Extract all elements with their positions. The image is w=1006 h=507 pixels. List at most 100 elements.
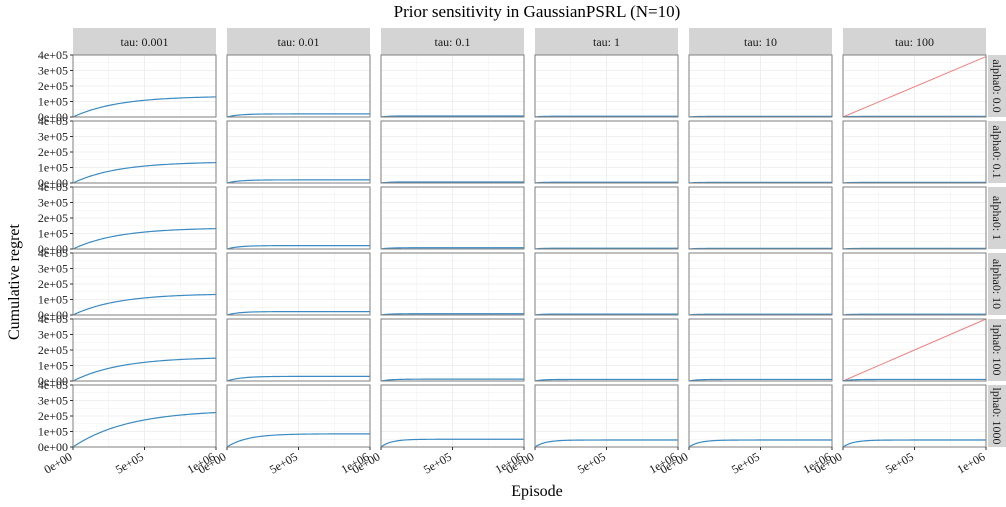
y-tick-label: 4e+05 (38, 378, 68, 392)
regret-series (226, 179, 370, 184)
row-strip-label: alpha0: 0.0 (990, 59, 1004, 112)
y-tick-label: 3e+05 (38, 262, 68, 276)
y-tick-label: 2e+05 (38, 277, 68, 291)
panel-border (226, 186, 371, 250)
panel-border (688, 318, 833, 382)
x-tick-label: 5e+05 (267, 449, 300, 476)
col-strip-label: tau: 0.1 (435, 35, 471, 49)
col-strip-label: tau: 100 (895, 35, 934, 49)
col-strip (689, 28, 832, 55)
regret-series (226, 310, 370, 316)
y-tick-label: 2e+05 (38, 79, 68, 93)
row-strip-label: alpha0: 0.1 (990, 125, 1004, 178)
col-strip (73, 28, 216, 55)
y-tick-label: 3e+05 (38, 394, 68, 408)
regret-series (534, 247, 678, 250)
row-strip-label: alpha0: 10 (990, 259, 1004, 309)
panel-border (842, 54, 987, 118)
regret-series (842, 378, 986, 382)
facet-grid: tau: 0.001 tau: 0.01 tau: 0.1 tau: 1 tau: 10… (38, 28, 1006, 477)
row-strip (988, 385, 1006, 447)
regret-series (72, 357, 217, 382)
y-tick-label: 3e+05 (38, 328, 68, 342)
col-strip (381, 28, 524, 55)
y-tick-label: 2e+05 (38, 409, 68, 423)
regret-series (380, 247, 524, 250)
col-strip (843, 28, 986, 55)
regret-series (688, 115, 832, 118)
regret-series (842, 181, 986, 184)
row-strip-label: lpha0: 1000 (990, 388, 1004, 445)
x-tick-label: 5e+05 (575, 449, 608, 476)
panel-border (380, 318, 525, 382)
panel-border (226, 318, 371, 382)
panel-border (534, 186, 679, 250)
regret-series (688, 439, 832, 448)
regret-series (380, 181, 524, 184)
y-tick-label: 0e+00 (38, 308, 68, 322)
regret-series (380, 438, 524, 448)
y-tick-label: 3e+05 (38, 196, 68, 210)
panel-border (380, 252, 525, 316)
x-axis-label: Episode (511, 483, 563, 500)
x-tick-label: 5e+05 (113, 449, 146, 476)
panel-border (534, 318, 679, 382)
regret-series (72, 162, 217, 184)
panel-border (226, 54, 371, 118)
row-strip-label: lpha0: 100 (990, 325, 1004, 376)
regret-series (72, 411, 217, 448)
y-tick-label: 0e+00 (38, 176, 68, 190)
panel-border (842, 120, 987, 184)
regret-series (72, 293, 217, 316)
regret-series (534, 181, 678, 184)
panel-border (688, 252, 833, 316)
x-tick-label: 1e+06 (954, 449, 987, 476)
panel-border (842, 186, 987, 250)
panel-border (688, 54, 833, 118)
y-tick-label: 1e+05 (38, 359, 68, 373)
regret-series (534, 439, 678, 448)
panel-border (380, 186, 525, 250)
y-tick-label: 3e+05 (38, 64, 68, 78)
regret-series (72, 228, 217, 250)
panel-border (842, 318, 987, 382)
row-strip (988, 55, 1006, 117)
regret-series (842, 313, 986, 316)
regret-series (688, 378, 832, 382)
y-tick-label: 4e+05 (38, 114, 68, 128)
panel-border (534, 252, 679, 316)
regret-series (534, 378, 678, 382)
row-strip (988, 187, 1006, 249)
x-tick-label: 5e+05 (421, 449, 454, 476)
col-strip (535, 28, 678, 55)
regret-series (226, 244, 370, 250)
regret-series (688, 313, 832, 316)
panel-border (380, 54, 525, 118)
panel-border (380, 120, 525, 184)
regret-series (226, 433, 370, 448)
y-tick-label: 4e+05 (38, 246, 68, 260)
regret-series (226, 375, 370, 382)
regret-series (72, 96, 217, 118)
regret-series (842, 247, 986, 250)
panel-border (688, 186, 833, 250)
y-tick-label: 1e+05 (38, 293, 68, 307)
regret-series (688, 247, 832, 250)
panel-border (226, 120, 371, 184)
y-tick-label: 2e+05 (38, 343, 68, 357)
panel-border (842, 252, 987, 316)
col-strip-label: tau: 1 (593, 35, 620, 49)
col-strip (227, 28, 370, 55)
y-tick-label: 0e+00 (38, 242, 68, 256)
y-tick-label: 2e+05 (38, 211, 68, 225)
y-tick-label: 0e+00 (38, 110, 68, 124)
regret-series (226, 113, 370, 118)
linear-regret-series (842, 318, 987, 382)
row-strip-label: alpha0: 1 (990, 196, 1004, 240)
col-strip-label: tau: 0.01 (278, 35, 320, 49)
row-strip (988, 121, 1006, 183)
regret-series (842, 439, 986, 448)
y-tick-label: 0e+00 (38, 374, 68, 388)
regret-series (842, 115, 986, 118)
